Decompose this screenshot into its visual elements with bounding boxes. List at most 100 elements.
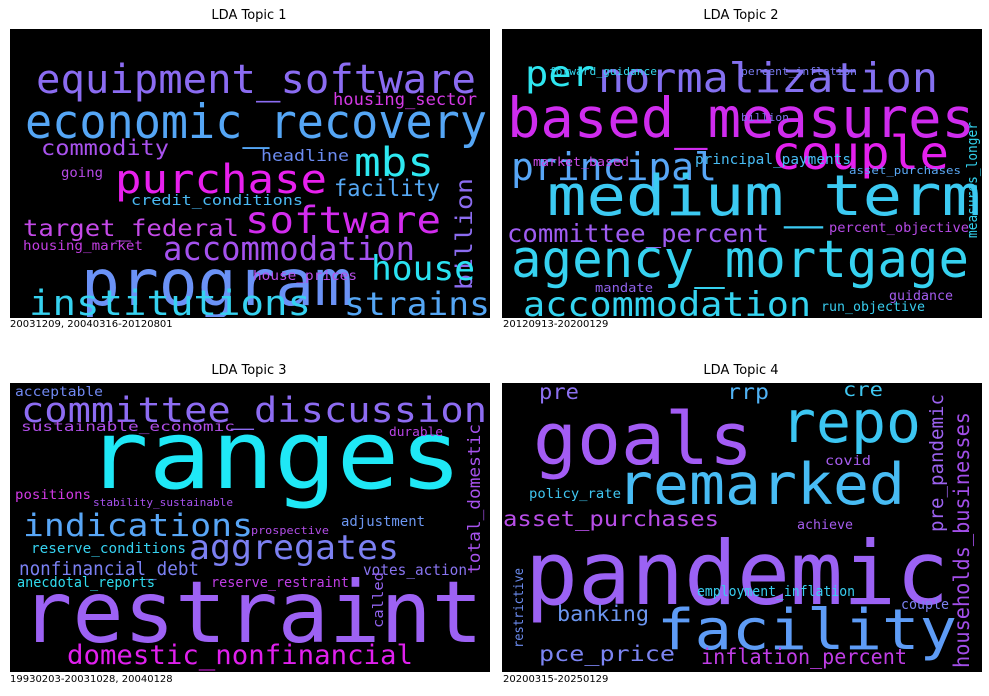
word-sustainable-economic: sustainable_economic — [21, 420, 235, 435]
chart-title: LDA Topic 3 — [211, 363, 287, 378]
word-votes-action: votes_action — [363, 561, 467, 579]
word-pce-price: pce_price — [539, 642, 675, 666]
word-house: house — [371, 249, 475, 289]
word-pre-pandemic: pre_pandemic — [926, 394, 948, 532]
word-measures-longer: measures_longer — [965, 122, 981, 238]
word-software: software — [245, 199, 441, 242]
word-percent-inflation: percent_inflation — [741, 65, 857, 78]
word-based-measures: based_measures — [507, 86, 975, 150]
word-asset-purchases: asset_purchases — [503, 507, 719, 531]
word-domestic-nonfinancial: domestic_nonfinancial — [67, 640, 413, 671]
wordcloud-svg: acceptablecommittee_discussionsustainabl… — [15, 385, 487, 671]
word-restraint: restraint — [21, 563, 483, 663]
date-range-caption: 20031209, 20040316-20120801 — [10, 319, 173, 330]
word-forward-guidance: forward_guidance — [549, 65, 657, 78]
word-total-domestic: total_domestic — [465, 424, 485, 574]
word-headline: headline — [261, 146, 349, 165]
word-policy-rate: policy_rate — [529, 487, 621, 502]
word-housing-market: housing_market — [23, 239, 143, 254]
topic-1-panel: LDA Topic 1 equipment_software economic_r… — [0, 0, 494, 348]
word-rrp: rrp — [727, 384, 769, 404]
chart-title: LDA Topic 4 — [703, 363, 779, 378]
word-percent-objective: percent_objective — [829, 221, 969, 236]
word-principal: principal — [511, 145, 717, 189]
word-adjustment: adjustment — [341, 514, 425, 530]
word-market-based: market_based — [533, 155, 629, 169]
wordcloud-canvas: pre rrp cre goals repo pre_pandemic households… — [502, 383, 982, 672]
word-accommodation: accommodation — [163, 229, 415, 268]
word-pre: pre — [539, 384, 579, 404]
topic-2-panel: LDA Topic 2 per normalization forward_guid… — [502, 8, 982, 330]
word-committee-discussion: committee_discussion — [21, 391, 487, 431]
word-target-federal: target_federal — [23, 216, 239, 242]
word-going: going — [61, 166, 103, 181]
word-called: called — [371, 572, 387, 628]
word-positions: positions — [15, 488, 91, 503]
word-nonfinancial-debt: nonfinancial_debt — [19, 558, 199, 580]
word-principal-payments: principal_payments — [695, 152, 851, 168]
word-remarked: remarked — [617, 452, 905, 518]
word-reserve-conditions: reserve_conditions — [31, 541, 186, 557]
word-employment-inflation: employment_inflation — [697, 584, 855, 600]
word-billion: billion — [452, 178, 478, 290]
word-repo: repo — [781, 388, 921, 456]
word-strains: strains — [344, 285, 489, 317]
word-committee-percent: committee_percent — [507, 219, 769, 248]
word-aggregates: aggregates — [189, 528, 399, 568]
word-couple: couple — [901, 597, 949, 613]
word-mandate: mandate — [595, 281, 653, 295]
wordcloud-canvas: acceptable committee_discussion sustainabl… — [10, 383, 490, 672]
wordcloud-canvas: equipment_software economic_recovery housi… — [10, 29, 490, 318]
word-couple: couple — [771, 126, 949, 180]
word-agency-mortgage: agency_mortgage — [511, 230, 969, 290]
word-covid: covid — [825, 454, 871, 469]
word-achieve: achieve — [797, 518, 853, 533]
word-facility: facility — [334, 176, 440, 202]
word-inflation-percent: inflation_percent — [701, 645, 907, 669]
word-medium-term: medium_term — [547, 164, 981, 229]
word-anecdotal-reports: anecdotal_reports — [17, 575, 155, 591]
word-accommodation: accommodation — [523, 285, 811, 317]
word-prospective: prospective — [251, 524, 329, 537]
word-restrictive: restrictive — [512, 568, 527, 648]
chart-title: LDA Topic 1 — [211, 8, 287, 23]
word-institutions: institutions — [29, 284, 311, 317]
word-guidance: guidance — [889, 289, 953, 304]
wordcloud-svg: equipment_softwareeconomic_recoveryhousi… — [23, 57, 489, 317]
word-equipment-software: equipment_software — [36, 57, 476, 103]
word-credit-conditions: credit_conditions — [131, 193, 303, 209]
word-acceptable: acceptable — [15, 385, 103, 400]
word-asset-purchases: asset_purchases — [849, 164, 961, 177]
date-range-caption: 19930203-20031028, 20040128 — [10, 674, 173, 685]
word-pandemic: pandemic — [525, 522, 949, 625]
word-cre: cre — [843, 384, 883, 401]
word-stability-sustainable: stability_sustainable — [93, 496, 233, 509]
word-run-objective: run_objective — [821, 300, 925, 315]
word-economic-recovery: economic_recovery — [25, 95, 487, 150]
word-facility: facility — [657, 598, 957, 663]
date-range-caption: 20120913-20200129 — [503, 319, 609, 330]
word-goals: goals — [533, 397, 753, 481]
word-purchase: purchase — [115, 157, 327, 203]
word-commodity: commodity — [41, 136, 169, 160]
wordcloud-canvas: per normalization forward_guidance percent_… — [502, 29, 982, 318]
word-normalization: normalization — [598, 54, 938, 102]
word-mbs: mbs — [354, 140, 434, 186]
word-banking: banking — [557, 602, 649, 626]
wordcloud-svg: pre rrp cre goals repo pre_pandemic households… — [503, 384, 974, 669]
word-ranges: ranges — [86, 401, 462, 511]
word-reserve-restraint: reserve_restraint — [211, 575, 349, 591]
word-per: per — [525, 54, 595, 95]
word-program: program — [81, 247, 353, 317]
word-house-prices: house_prices — [253, 269, 357, 284]
word-durable: durable — [389, 425, 443, 439]
date-range-caption: 20200315-20250129 — [503, 674, 609, 685]
word-indications: indications — [23, 508, 253, 544]
word-housing-sector: housing_sector — [333, 90, 477, 110]
word-households-businesses: households_businesses — [950, 412, 974, 668]
word-billion: billion — [741, 111, 789, 124]
chart-title: LDA Topic 2 — [703, 8, 779, 23]
